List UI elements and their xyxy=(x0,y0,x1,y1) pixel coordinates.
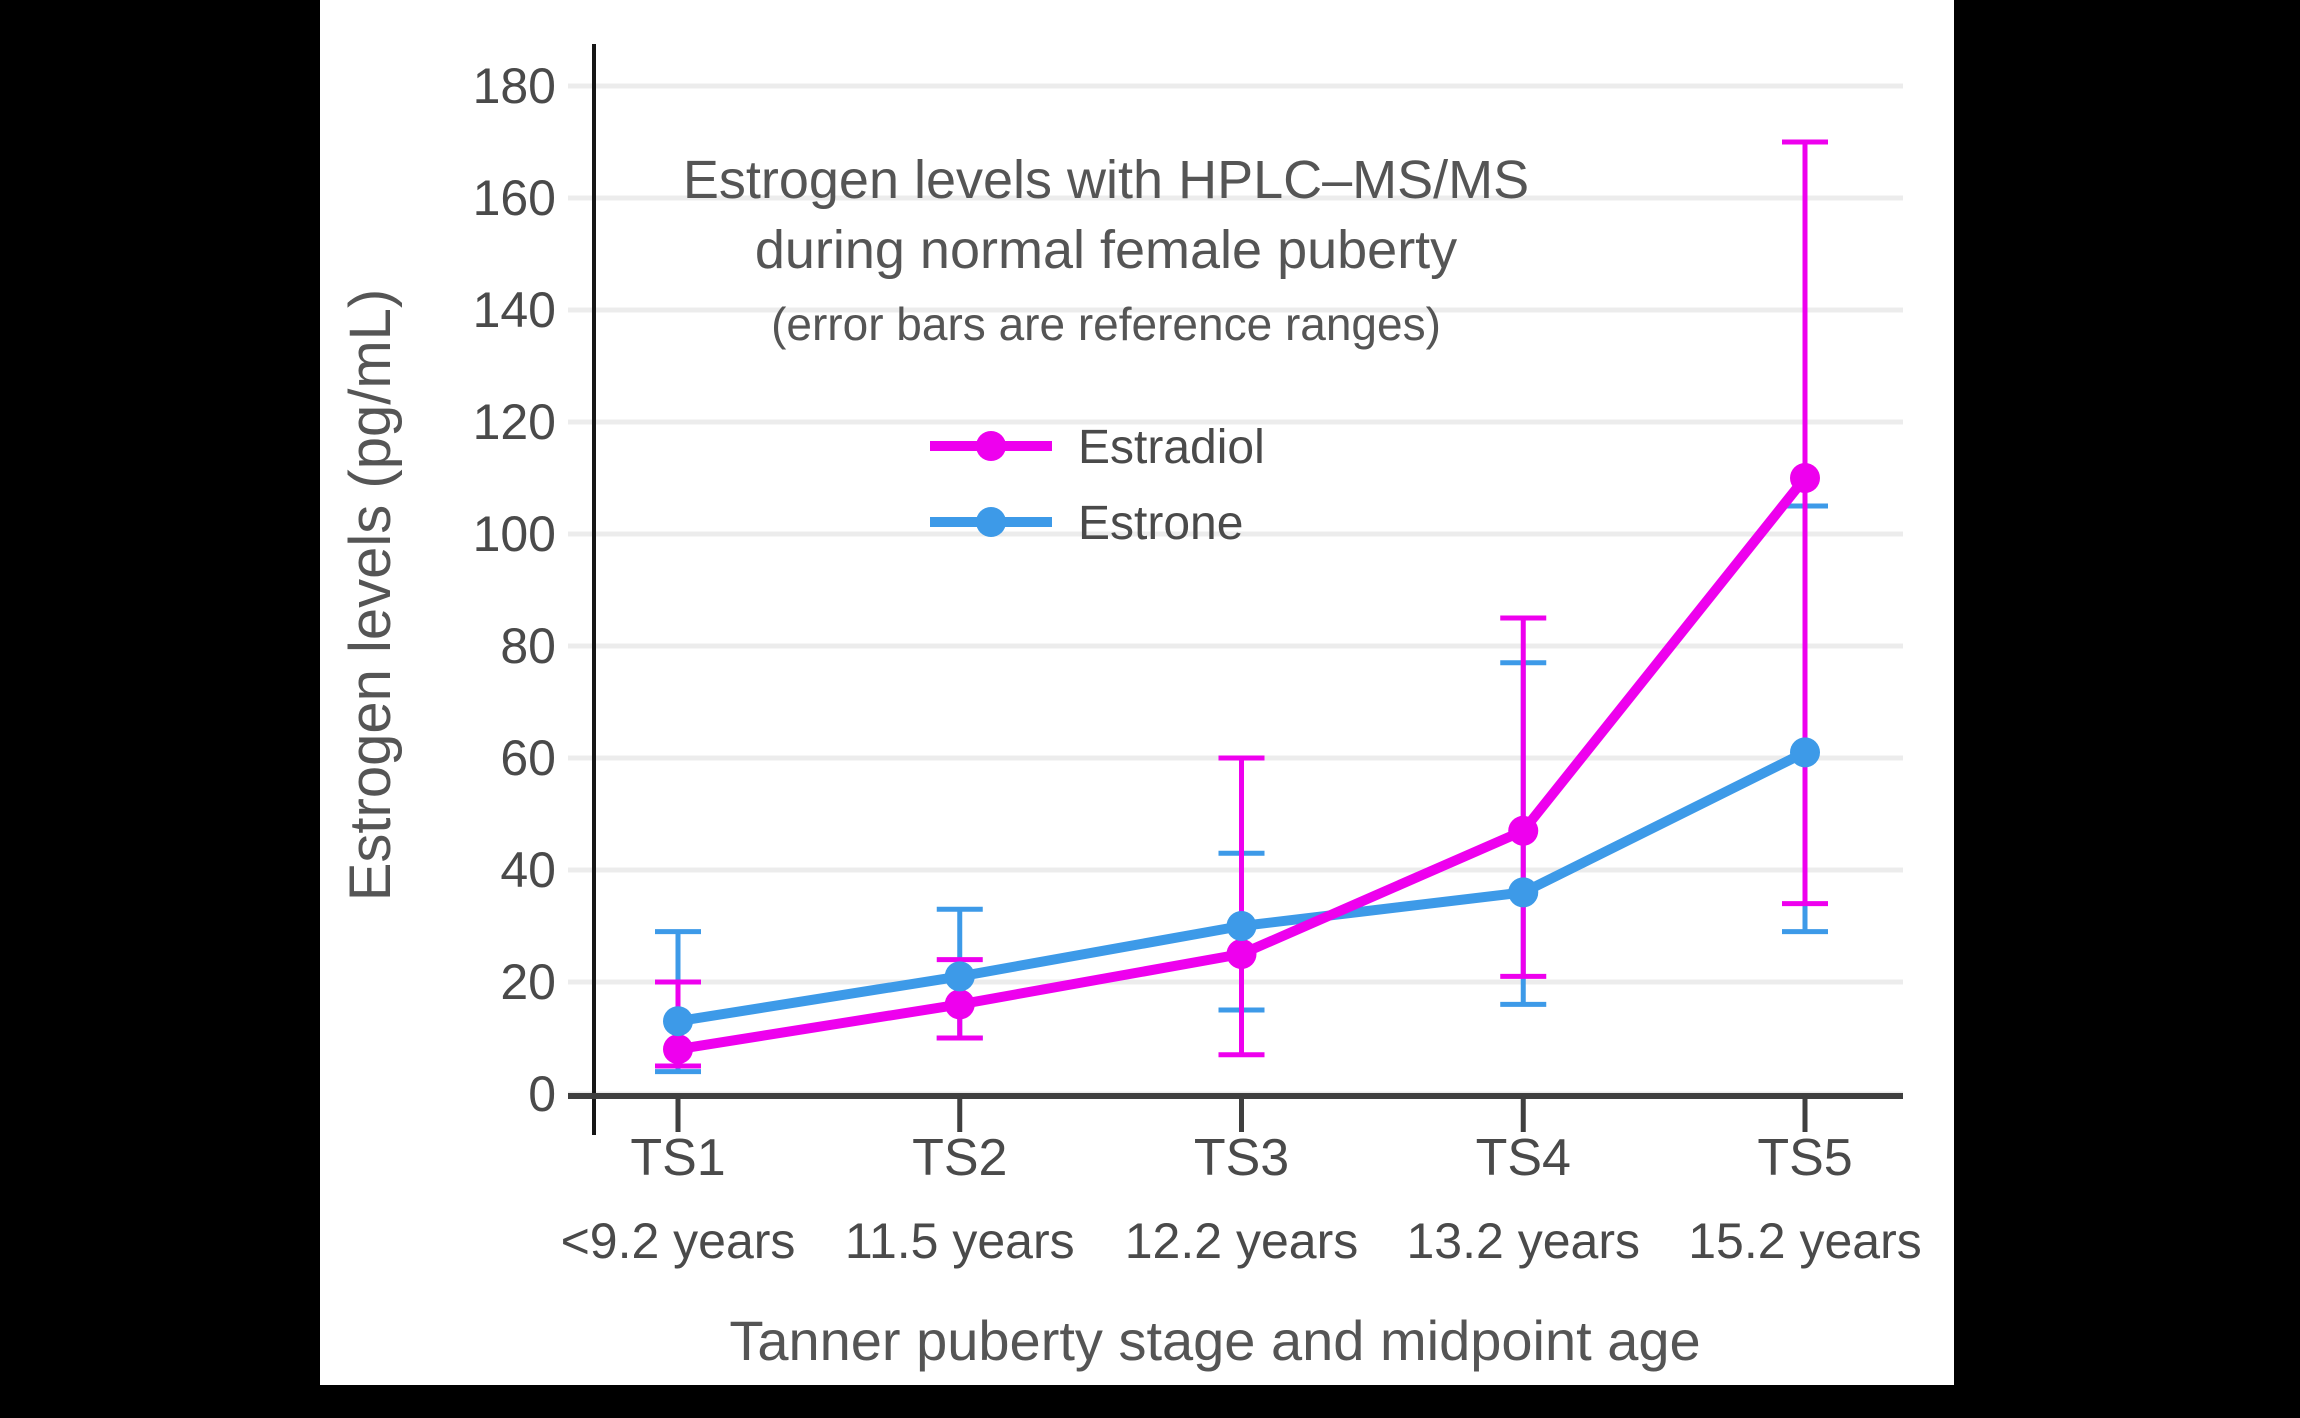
data-point-estrone-TS1 xyxy=(663,1006,693,1037)
x-tick-label-TS5: TS5 xyxy=(1757,1129,1852,1187)
x-tick-sublabel-TS2: 11.5 years xyxy=(845,1213,1075,1269)
data-point-estradiol-TS2 xyxy=(944,989,975,1020)
x-tick-sublabel-TS3: 12.2 years xyxy=(1125,1213,1358,1269)
legend-item-estradiol: Estradiol xyxy=(930,421,1265,474)
chart-title-line2: during normal female puberty xyxy=(755,220,1457,280)
y-tick-label-40: 40 xyxy=(500,842,556,898)
y-tick-label-0: 0 xyxy=(528,1066,556,1122)
y-axis-title: Estrogen levels (pg/mL) xyxy=(338,289,403,901)
legend-item-estrone: Estrone xyxy=(930,497,1243,550)
data-point-estradiol-TS4 xyxy=(1508,815,1539,846)
legend-marker-sample xyxy=(976,431,1006,461)
y-tick-label-180: 180 xyxy=(473,58,556,114)
y-tick-label-100: 100 xyxy=(473,506,556,562)
series-markers-layer xyxy=(663,463,1820,1065)
y-tick-label-20: 20 xyxy=(500,954,556,1010)
data-point-estrone-TS3 xyxy=(1226,911,1257,941)
x-axis-ticks xyxy=(675,1096,1808,1132)
x-tick-label-TS1: TS1 xyxy=(630,1129,725,1187)
y-axis-tick-labels: 0 20 40 60 80 100 120 140 160 180 xyxy=(473,58,556,1122)
x-tick-label-TS4: TS4 xyxy=(1476,1129,1571,1187)
x-tick-sublabel-TS4: 13.2 years xyxy=(1407,1213,1640,1269)
data-point-estrone-TS5 xyxy=(1790,737,1820,768)
gridlines xyxy=(568,83,1903,1097)
markers-estradiol xyxy=(663,463,1820,1065)
y-tick-label-140: 140 xyxy=(473,282,556,338)
legend-label: Estradiol xyxy=(1078,421,1265,474)
y-tick-label-80: 80 xyxy=(500,618,556,674)
chart-title-line1: Estrogen levels with HPLC–MS/MS xyxy=(683,150,1529,210)
data-point-estrone-TS2 xyxy=(944,961,975,992)
x-axis-tick-labels: TS1 <9.2 years TS2 11.5 years TS3 12.2 years T… xyxy=(561,1129,1922,1269)
x-tick-sublabel-TS5: 15.2 years xyxy=(1688,1213,1921,1269)
chart-subtitle: (error bars are reference ranges) xyxy=(771,298,1441,350)
x-tick-label-TS3: TS3 xyxy=(1194,1129,1289,1187)
x-tick-label-TS2: TS2 xyxy=(912,1129,1007,1187)
x-tick-sublabel-TS1: <9.2 years xyxy=(561,1213,796,1269)
y-tick-label-120: 120 xyxy=(473,394,556,450)
legend-marker-sample xyxy=(976,507,1006,537)
data-point-estradiol-TS3 xyxy=(1226,939,1257,969)
data-point-estradiol-TS1 xyxy=(663,1034,693,1065)
x-axis-title: Tanner puberty stage and midpoint age xyxy=(729,1309,1700,1372)
legend-label: Estrone xyxy=(1078,497,1243,550)
y-tick-label-60: 60 xyxy=(500,730,556,786)
data-point-estradiol-TS5 xyxy=(1790,463,1820,493)
legend: Estradiol Estrone xyxy=(930,421,1265,550)
data-point-estrone-TS4 xyxy=(1508,877,1539,908)
y-tick-label-160: 160 xyxy=(473,170,556,226)
markers-estrone xyxy=(663,737,1820,1037)
